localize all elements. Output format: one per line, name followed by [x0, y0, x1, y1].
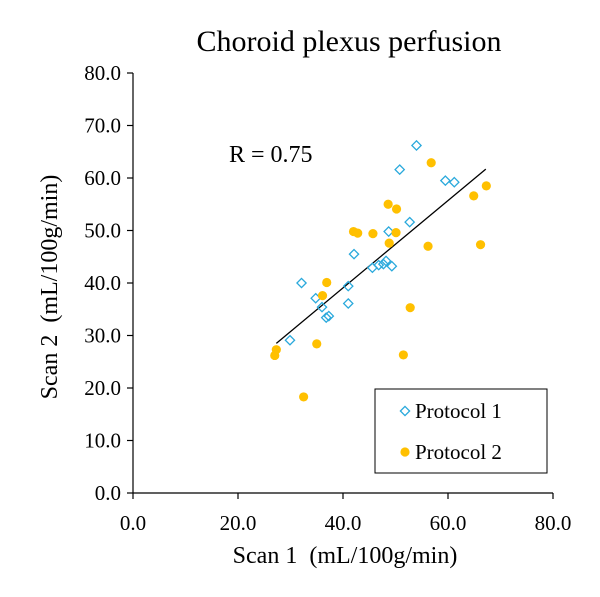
data-point-protocol-2: [384, 238, 394, 248]
data-point-protocol-1: [296, 277, 308, 289]
x-tick-label: 0.0: [120, 511, 146, 535]
y-tick-label: 20.0: [84, 376, 121, 400]
data-point-protocol-2: [481, 181, 491, 191]
trend-line: [275, 168, 487, 344]
x-tick-label: 40.0: [325, 511, 362, 535]
y-tick-label: 50.0: [84, 219, 121, 243]
data-point-protocol-1: [284, 334, 296, 346]
data-point-protocol-2: [426, 158, 436, 168]
data-point-protocol-2: [368, 229, 378, 239]
data-point-protocol-1: [410, 139, 423, 151]
legend-box: [374, 388, 548, 474]
data-point-protocol-1: [342, 297, 354, 309]
x-tick-label: 80.0: [535, 511, 572, 535]
data-point-protocol-2: [317, 291, 328, 301]
data-point-protocol-1: [386, 260, 398, 272]
data-point-protocol-1: [439, 175, 451, 187]
data-point-protocol-1: [316, 301, 328, 313]
data-point-protocol-1: [323, 310, 335, 322]
data-point-protocol-2: [398, 350, 408, 360]
data-point-protocol-1: [394, 164, 406, 176]
y-tick-label: 40.0: [84, 271, 121, 295]
data-point-protocol-2: [475, 240, 486, 250]
data-point-protocol-1: [320, 312, 332, 324]
data-point-protocol-1: [404, 216, 416, 228]
y-tick-label: 0.0: [95, 481, 121, 505]
legend: Protocol 1 Protocol 2: [374, 388, 548, 474]
x-axis-title: Scan 1 (mL/100g/min): [233, 543, 458, 569]
x-tick-label: 20.0: [220, 511, 257, 535]
data-point-protocol-2: [312, 339, 322, 349]
data-point-protocol-2: [322, 277, 332, 288]
y-tick-label: 80.0: [84, 61, 121, 85]
y-tick-label: 70.0: [84, 114, 121, 138]
data-point-protocol-1: [373, 259, 385, 271]
data-point-protocol-1: [342, 280, 354, 292]
data-point-protocol-2: [391, 204, 402, 214]
y-tick-label: 30.0: [84, 324, 121, 348]
legend-marker-protocol-2: [400, 447, 410, 457]
data-point-protocol-2: [353, 228, 363, 238]
y-axis-title: Scan 2 (mL/100g/min): [37, 175, 63, 400]
y-tick-label: 10.0: [84, 429, 121, 453]
data-point-protocol-2: [383, 199, 393, 209]
chart-title: Choroid plexus perfusion: [197, 25, 502, 58]
data-point-protocol-2: [391, 228, 401, 238]
x-tick-label: 60.0: [430, 511, 467, 535]
data-point-protocol-1: [366, 262, 378, 274]
data-point-protocol-2: [405, 303, 415, 313]
legend-label-protocol-1: Protocol 1: [415, 399, 502, 423]
legend-label-protocol-2: Protocol 2: [415, 440, 502, 464]
data-point-protocol-2: [423, 241, 433, 251]
legend-marker-protocol-1: [399, 405, 411, 417]
data-point-protocol-2: [270, 350, 280, 361]
data-point-protocol-1: [383, 226, 395, 238]
data-point-protocol-1: [348, 248, 360, 260]
correlation-annotation: R = 0.75: [229, 142, 313, 168]
data-point-protocol-2: [469, 191, 479, 201]
y-tick-label: 60.0: [84, 166, 121, 190]
data-point-protocol-2: [299, 392, 309, 402]
data-point-protocol-1: [448, 176, 460, 188]
